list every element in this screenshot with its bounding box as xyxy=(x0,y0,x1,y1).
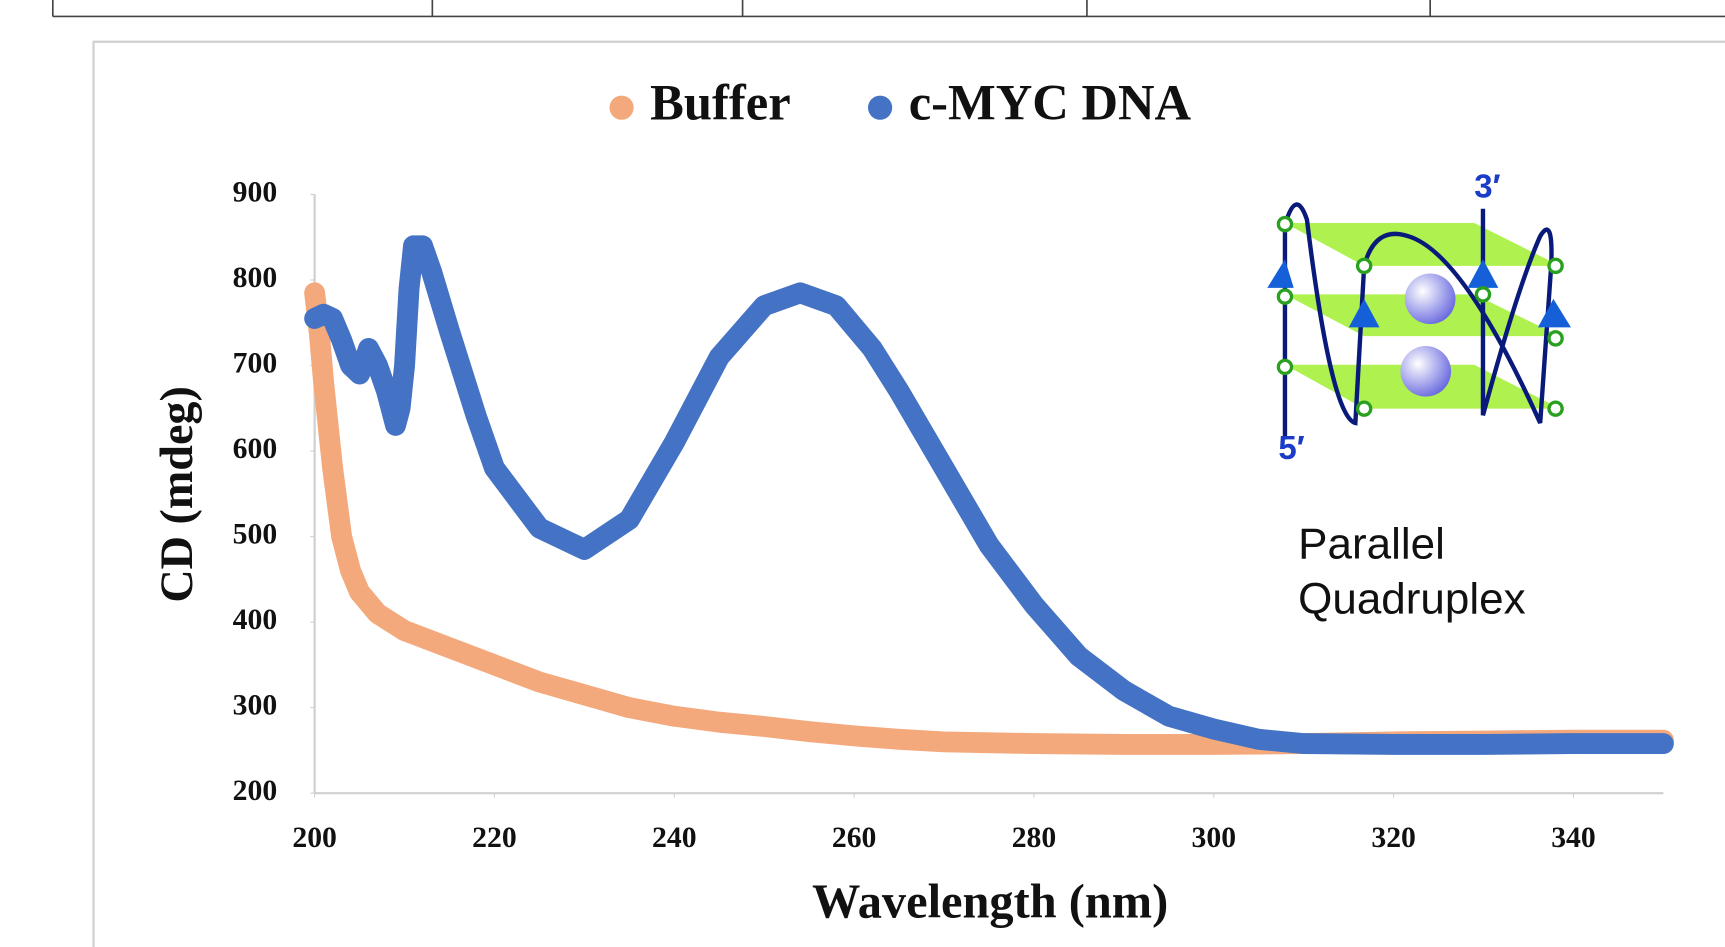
x-tick-label: 280 xyxy=(1012,822,1057,854)
y-tick-label: 400 xyxy=(233,604,278,636)
y-tick-label: 800 xyxy=(233,262,278,294)
data-line xyxy=(304,282,1674,755)
x-tick-label: 200 xyxy=(292,822,337,854)
inset-label: 5′ xyxy=(1278,429,1304,466)
y-tick-label: 600 xyxy=(233,433,278,465)
legend-label: c-MYC DNA xyxy=(909,74,1192,130)
y-tick-label: 900 xyxy=(233,176,278,208)
y-tick-label: 700 xyxy=(233,347,278,379)
x-tick-label: 300 xyxy=(1192,822,1237,854)
x-tick-label: 260 xyxy=(832,822,877,854)
inset-label: 3′ xyxy=(1474,168,1500,205)
y-tick-label: 500 xyxy=(233,518,278,550)
x-axis-title: Wavelength (nm) xyxy=(812,875,1168,928)
chart-frame xyxy=(92,40,1725,947)
legend-marker xyxy=(868,95,893,120)
x-tick-label: 220 xyxy=(472,822,517,854)
x-tick-label: 320 xyxy=(1371,822,1416,854)
legend-label: Buffer xyxy=(650,74,791,130)
x-tick-label: 240 xyxy=(652,822,697,854)
legend-marker xyxy=(609,95,634,120)
y-tick-label: 200 xyxy=(233,775,278,807)
annotation: Parallel xyxy=(1298,520,1445,569)
annotation: Quadruplex xyxy=(1298,575,1525,624)
y-axis-title: CD (mdeg) xyxy=(151,386,202,602)
x-tick-label: 340 xyxy=(1551,822,1596,854)
data-line xyxy=(304,235,1674,755)
y-tick-label: 300 xyxy=(233,689,278,721)
table-row xyxy=(51,0,1725,18)
inset-diagram: 3′ 5′ xyxy=(1267,168,1571,466)
